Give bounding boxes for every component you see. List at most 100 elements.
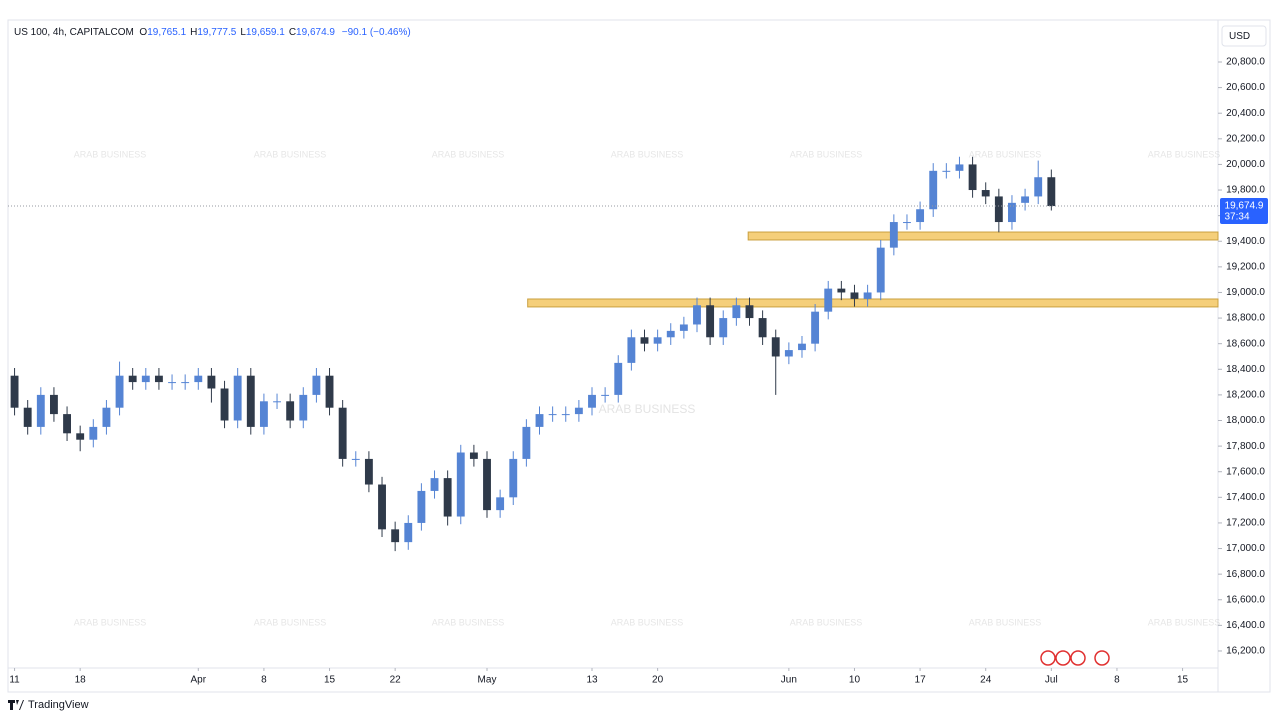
event-flags — [1040, 650, 1110, 666]
candle-body — [194, 375, 203, 383]
candle-body — [207, 375, 216, 389]
candle-body — [719, 318, 728, 338]
currency[interactable]: USD — [1229, 31, 1250, 42]
x-tick-label: 24 — [980, 675, 992, 686]
candle-body — [23, 407, 32, 427]
candle-body — [312, 375, 321, 395]
watermark: ARAB BUSINESS — [74, 149, 147, 159]
y-tick-label: 20,400.0 — [1226, 108, 1265, 119]
candle-body — [168, 382, 176, 384]
watermark: ARAB BUSINESS — [432, 149, 505, 159]
candle-body — [509, 458, 518, 498]
ohlc-value: 19,777.5 — [197, 27, 237, 38]
y-tick-label: 16,200.0 — [1226, 646, 1265, 657]
watermark: ARAB BUSINESS — [790, 617, 863, 627]
currency-box[interactable] — [1221, 25, 1267, 47]
candle-body — [1008, 202, 1016, 223]
last-price-label: 19,674.9 — [1225, 201, 1264, 212]
x-tick-label: 15 — [324, 675, 336, 686]
candle-body — [837, 288, 846, 293]
candle-body — [443, 478, 452, 517]
candle-body — [36, 394, 45, 427]
candle-body — [102, 407, 111, 427]
candle-body — [889, 222, 898, 248]
ohlc-key: H — [190, 27, 198, 38]
candle-body — [351, 458, 360, 460]
candle-body — [246, 375, 255, 427]
y-tick-label: 18,800.0 — [1226, 313, 1265, 324]
candle-body — [653, 337, 662, 344]
candle-body — [863, 292, 872, 299]
y-tick-label: 18,200.0 — [1226, 390, 1265, 401]
candle-body — [469, 452, 478, 459]
candle-body — [1047, 177, 1056, 207]
candle-body — [811, 311, 820, 344]
watermark: ARAB BUSINESS — [611, 149, 684, 159]
brand: TradingView — [8, 699, 89, 711]
support-zone — [747, 231, 1219, 241]
candle-body — [141, 375, 150, 383]
x-tick-label: 11 — [9, 675, 20, 686]
watermark: ARAB BUSINESS — [1148, 149, 1221, 159]
ohlc-value: 19,765.1 — [147, 27, 187, 38]
candle-body — [942, 170, 951, 172]
y-tick-label: 17,200.0 — [1226, 518, 1265, 529]
candle-body — [1034, 177, 1043, 197]
candle-body — [286, 401, 295, 421]
watermarks: ARAB BUSINESS ARAB BUSINESS ARAB BUSINESS A… — [74, 149, 1221, 627]
candle-body — [378, 484, 386, 530]
candle-body — [968, 164, 977, 191]
candle-body — [220, 388, 229, 421]
watermark: ARAB BUSINESS — [790, 149, 863, 159]
candle-body — [115, 375, 124, 408]
countdown: 37:34 — [1224, 212, 1249, 223]
candle-body — [128, 375, 137, 383]
candle-body — [522, 426, 531, 459]
y-tick-label: 19,000.0 — [1226, 287, 1265, 298]
candle-body — [259, 401, 268, 427]
y-tick-label: 17,000.0 — [1226, 543, 1265, 554]
x-tick-label: 13 — [586, 675, 598, 686]
y-tick-label: 18,600.0 — [1226, 338, 1265, 349]
candle-body — [49, 394, 58, 415]
candle-body — [10, 375, 19, 408]
candle-body — [771, 337, 780, 357]
candle-body — [535, 414, 544, 427]
y-tick-label: 16,800.0 — [1226, 569, 1265, 580]
ohlc-key: C — [288, 27, 297, 38]
y-tick-label: 19,400.0 — [1226, 236, 1265, 247]
watermark: ARAB BUSINESS — [74, 617, 147, 627]
candle-body — [732, 305, 741, 319]
candle-body — [679, 324, 688, 331]
candle-body — [181, 382, 190, 384]
watermark: ARAB BUSINESS — [432, 617, 505, 627]
last-price-box — [1220, 198, 1268, 225]
brand-logo — [8, 700, 24, 710]
candle-body — [876, 247, 885, 293]
candle-body — [758, 318, 767, 338]
candle-body — [404, 522, 413, 543]
candle-body — [588, 394, 596, 408]
watermark: ARAB BUSINESS — [254, 617, 327, 627]
x-tick-label: May — [478, 675, 497, 686]
y-tick-label: 19,200.0 — [1226, 261, 1265, 272]
candle-body — [1021, 196, 1030, 203]
candle-body — [63, 414, 71, 434]
candle-body — [627, 337, 636, 363]
candle-body — [430, 478, 439, 491]
x-tick-label: 22 — [390, 675, 402, 686]
ohlc-value: 19,659.1 — [245, 27, 285, 38]
candle-body — [391, 529, 400, 543]
ohlc-value: 19,674.9 — [296, 27, 335, 38]
candle-body — [745, 305, 754, 319]
candle-body — [784, 350, 793, 357]
candle-body — [981, 190, 990, 197]
candle-body — [929, 170, 938, 210]
candle-body — [824, 288, 833, 312]
candle-body — [601, 394, 610, 396]
candle-body — [417, 490, 426, 523]
watermark: ARAB BUSINESS — [1148, 617, 1221, 627]
y-tick-label: 16,600.0 — [1226, 594, 1265, 605]
candle-body — [89, 426, 98, 440]
